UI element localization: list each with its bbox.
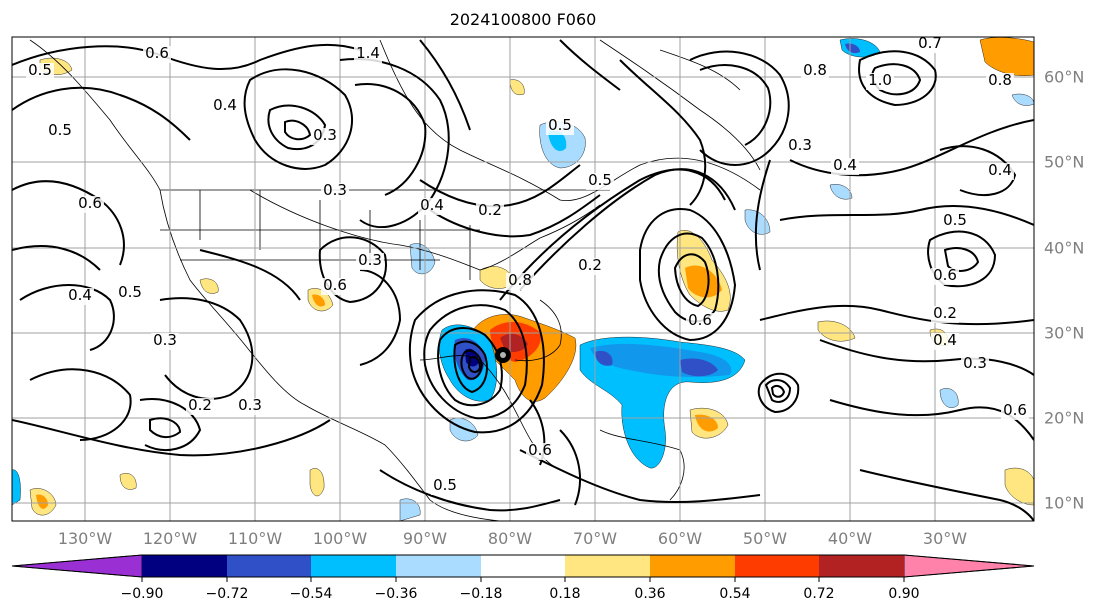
lon-label-90w: 90°W	[402, 529, 448, 548]
contour-value-label: 0.2	[933, 304, 957, 322]
contour-value-label: 0.2	[578, 256, 602, 274]
contour-value-label: 0.3	[153, 331, 177, 349]
lon-label-80w: 80°W	[487, 529, 533, 548]
lat-label-10n: 10°N	[1044, 493, 1085, 513]
map-frame	[11, 36, 1035, 522]
contour-labels: 0.6 1.4 0.7 0.5 0.4 0.5 0.8 0.3 0.5 0.3 0.6 0.4 0.2 0…	[26, 34, 1029, 495]
colorbar-cell	[142, 555, 227, 577]
contour-value-label: 0.3	[963, 354, 987, 372]
lat-label-20n: 20°N	[1044, 408, 1085, 428]
contour-value-label: 0.5	[118, 283, 142, 301]
contour-value-label: 0.4	[420, 196, 444, 214]
colorbar	[11, 554, 1035, 582]
colorbar-cell	[650, 555, 735, 577]
contour-value-label: 0.5	[433, 476, 457, 494]
contour-value-label: 0.2	[478, 201, 502, 219]
contour-value-label: 0.6	[145, 44, 169, 62]
colorbar-tick-label: −0.54	[289, 586, 333, 602]
contour-value-label: 0.7	[918, 34, 942, 52]
contour-value-label: 0.5	[943, 211, 967, 229]
lon-label-130w: 130°W	[57, 529, 113, 548]
colorbar-tick-label: 0.18	[549, 586, 581, 602]
contour-value-label: 1.0	[868, 71, 892, 89]
contour-value-label: 0.8	[803, 61, 827, 79]
colorbar-tick-label: 0.72	[803, 586, 835, 602]
lat-lon-grid	[12, 37, 1034, 521]
colorbar-cell	[311, 555, 396, 577]
contour-value-label: 0.5	[548, 116, 572, 134]
colorbar-tick-label: −0.18	[459, 586, 503, 602]
contour-value-label: 0.3	[788, 136, 812, 154]
colorbar-cell	[735, 555, 819, 577]
colorbar-tick-label: −0.72	[205, 586, 249, 602]
colorbar-tick-label: −0.36	[374, 586, 418, 602]
contour-value-label: 0.6	[1003, 401, 1027, 419]
contour-value-label: 0.5	[28, 61, 52, 79]
contour-value-label: 0.5	[48, 121, 72, 139]
contour-value-label: 0.8	[988, 71, 1012, 89]
lon-label-110w: 110°W	[227, 529, 283, 548]
lon-label-70w: 70°W	[572, 529, 618, 548]
contour-value-label: 0.3	[238, 396, 262, 414]
contour-value-label: 0.6	[688, 311, 712, 329]
lat-label-60n: 60°N	[1044, 67, 1085, 87]
colorbar-tick-label: 0.36	[634, 586, 666, 602]
lat-label-40n: 40°N	[1044, 238, 1085, 258]
lon-label-120w: 120°W	[142, 529, 198, 548]
map-title: 2024100800 F060	[449, 10, 597, 29]
contour-value-label: 0.6	[528, 441, 552, 459]
lon-label-40w: 40°W	[827, 529, 873, 548]
contour-value-label: 0.8	[508, 271, 532, 289]
lon-label-30w: 30°W	[922, 529, 968, 548]
contour-value-label: 0.6	[323, 276, 347, 294]
colorbar-tick-label: −0.90	[120, 586, 164, 602]
lon-label-50w: 50°W	[742, 529, 788, 548]
colorbar-cell	[396, 555, 481, 577]
contour-value-label: 0.4	[68, 286, 92, 304]
colorbar-cell	[565, 555, 650, 577]
colorbar-tick-label: 0.54	[719, 586, 751, 602]
contour-value-label: 0.3	[313, 126, 337, 144]
contour-value-label: 0.3	[323, 181, 347, 199]
lat-label-50n: 50°N	[1044, 152, 1085, 172]
contour-value-label: 0.4	[213, 96, 237, 114]
contour-value-label: 0.4	[933, 331, 957, 349]
colorbar-cell	[227, 555, 311, 577]
lon-label-60w: 60°W	[657, 529, 703, 548]
contour-value-label: 1.4	[356, 44, 380, 62]
contour-value-label: 0.6	[933, 266, 957, 284]
contour-value-label: 0.3	[358, 251, 382, 269]
colorbar-cell	[819, 555, 904, 577]
colorbar-tick-label: 0.90	[888, 586, 920, 602]
contour-lines	[12, 39, 1034, 521]
contour-value-label: 0.6	[78, 194, 102, 212]
contour-value-label: 0.4	[988, 161, 1012, 179]
lon-label-100w: 100°W	[312, 529, 368, 548]
lat-label-30n: 30°N	[1044, 323, 1085, 343]
contour-value-label: 0.5	[588, 171, 612, 189]
contour-value-label: 0.2	[188, 396, 212, 414]
colorbar-cell	[481, 555, 565, 577]
contour-value-label: 0.4	[833, 156, 857, 174]
